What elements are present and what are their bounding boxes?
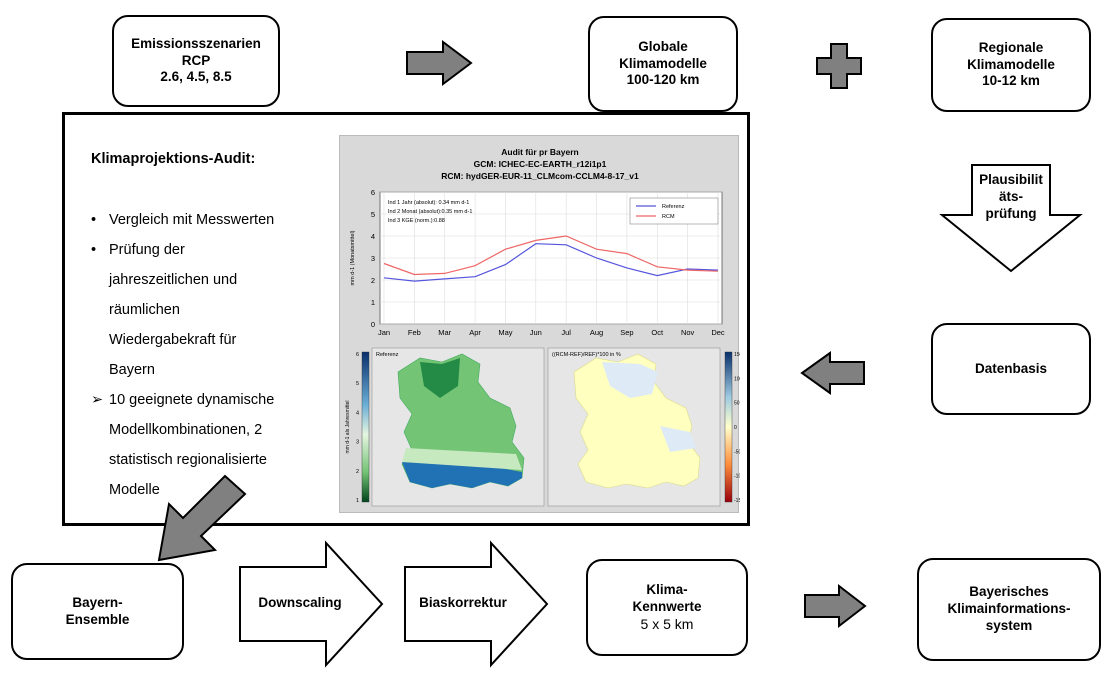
annotation: Ind 1 Jahr (absolut): 0.34 mm d-1 bbox=[388, 200, 469, 206]
chart-subtitle: RCM: hydGER-EUR-11_CLMcom-CCLM4-8-17_v1 bbox=[441, 171, 639, 181]
bayern-ensemble-box: Bayern- Ensemble bbox=[11, 563, 184, 660]
plausibility-label: Plausibilit äts- prüfung bbox=[972, 172, 1050, 223]
x-tick-label: May bbox=[498, 328, 512, 337]
x-tick-label: Oct bbox=[651, 328, 664, 337]
audit-title: Klimaprojektions-Audit: bbox=[91, 151, 255, 167]
x-tick-label: Sep bbox=[620, 328, 633, 337]
right-colorbar-tick: 0 bbox=[734, 425, 737, 431]
x-tick-label: Apr bbox=[469, 328, 481, 337]
global-models-box: Globale Klimamodelle 100-120 km bbox=[588, 16, 738, 112]
right-colorbar-tick: 150 bbox=[734, 352, 740, 358]
legend-label: Referenz bbox=[662, 204, 685, 210]
biaskorrektur-label: Biaskorrektur bbox=[405, 595, 521, 612]
y-tick-label: 3 bbox=[371, 254, 375, 263]
audit-figure: Audit für pr Bayern GCM: ICHEC-EC-EARTH_r… bbox=[339, 135, 739, 513]
left-colorbar bbox=[362, 352, 369, 502]
arrow-left-icon bbox=[800, 351, 866, 395]
left-map-title: Referenz bbox=[376, 352, 399, 358]
left-colorbar-tick: 2 bbox=[356, 469, 359, 475]
legend-box bbox=[630, 198, 718, 224]
right-colorbar bbox=[725, 352, 732, 502]
y-tick-label: 2 bbox=[371, 276, 375, 285]
x-tick-label: Nov bbox=[681, 328, 695, 337]
klima-kennwerte-box: Klima- Kennwerte 5 x 5 km bbox=[586, 559, 748, 656]
right-colorbar-tick: -50 bbox=[734, 449, 740, 455]
chart-title: Audit für pr Bayern bbox=[501, 147, 578, 157]
x-tick-label: Mar bbox=[438, 328, 451, 337]
y-tick-label: 4 bbox=[371, 232, 375, 241]
emission-scenarios-box: Emissionsszenarien RCP 2.6, 4.5, 8.5 bbox=[112, 15, 280, 107]
annotation: Ind 3 KGE (norm.):0.88 bbox=[388, 218, 445, 224]
bullet-2: • Prüfung der jahreszeitlichen und räumli… bbox=[91, 235, 237, 385]
annotation: Ind 2 Monat (absolut):0.35 mm d-1 bbox=[388, 209, 472, 215]
x-tick-label: Aug bbox=[590, 328, 603, 337]
y-axis-label: mm d-1 (Monatsmittel) bbox=[350, 230, 356, 285]
left-map-ylabel: mm d-1 als Jahresmittel bbox=[345, 400, 351, 453]
chart-subtitle: GCM: ICHEC-EC-EARTH_r12i1p1 bbox=[474, 159, 607, 169]
legend-label: RCM bbox=[662, 214, 675, 220]
y-tick-label: 6 bbox=[371, 188, 375, 197]
x-tick-label: Jul bbox=[561, 328, 571, 337]
bullet-1: • Vergleich mit Messwerten bbox=[91, 205, 274, 235]
arrow-down-left-icon bbox=[155, 472, 250, 567]
right-colorbar-tick: 50 bbox=[734, 401, 740, 407]
left-colorbar-tick: 5 bbox=[356, 381, 359, 387]
x-tick-label: Dec bbox=[711, 328, 725, 337]
left-colorbar-tick: 1 bbox=[356, 498, 359, 504]
downscaling-label: Downscaling bbox=[244, 595, 356, 612]
klimainformationssystem-box: Bayerisches Klimainformations-system bbox=[917, 558, 1101, 661]
y-tick-label: 5 bbox=[371, 210, 375, 219]
right-colorbar-tick: 100 bbox=[734, 376, 740, 382]
datenbasis-box: Datenbasis bbox=[931, 323, 1091, 415]
right-map-title: ((RCM-REF)/REF)*100 in % bbox=[552, 352, 621, 358]
x-tick-label: Jan bbox=[378, 328, 390, 337]
audit-chart: Audit für pr Bayern GCM: ICHEC-EC-EARTH_r… bbox=[340, 136, 740, 514]
y-tick-label: 0 bbox=[371, 320, 375, 329]
arrow-right-icon bbox=[405, 40, 473, 86]
right-colorbar-tick: -100 bbox=[734, 474, 740, 480]
x-tick-label: Feb bbox=[408, 328, 421, 337]
y-tick-label: 1 bbox=[371, 298, 375, 307]
regional-models-box: Regionale Klimamodelle 10-12 km bbox=[931, 18, 1091, 112]
audit-panel: Klimaprojektions-Audit: • Vergleich mit M… bbox=[62, 112, 750, 526]
arrow-right-icon bbox=[803, 584, 867, 628]
right-colorbar-tick: -150 bbox=[734, 498, 740, 504]
x-tick-label: Jun bbox=[530, 328, 542, 337]
left-colorbar-tick: 6 bbox=[356, 352, 359, 358]
left-colorbar-tick: 4 bbox=[356, 410, 359, 416]
left-colorbar-tick: 3 bbox=[356, 440, 359, 446]
plus-icon bbox=[815, 42, 863, 90]
